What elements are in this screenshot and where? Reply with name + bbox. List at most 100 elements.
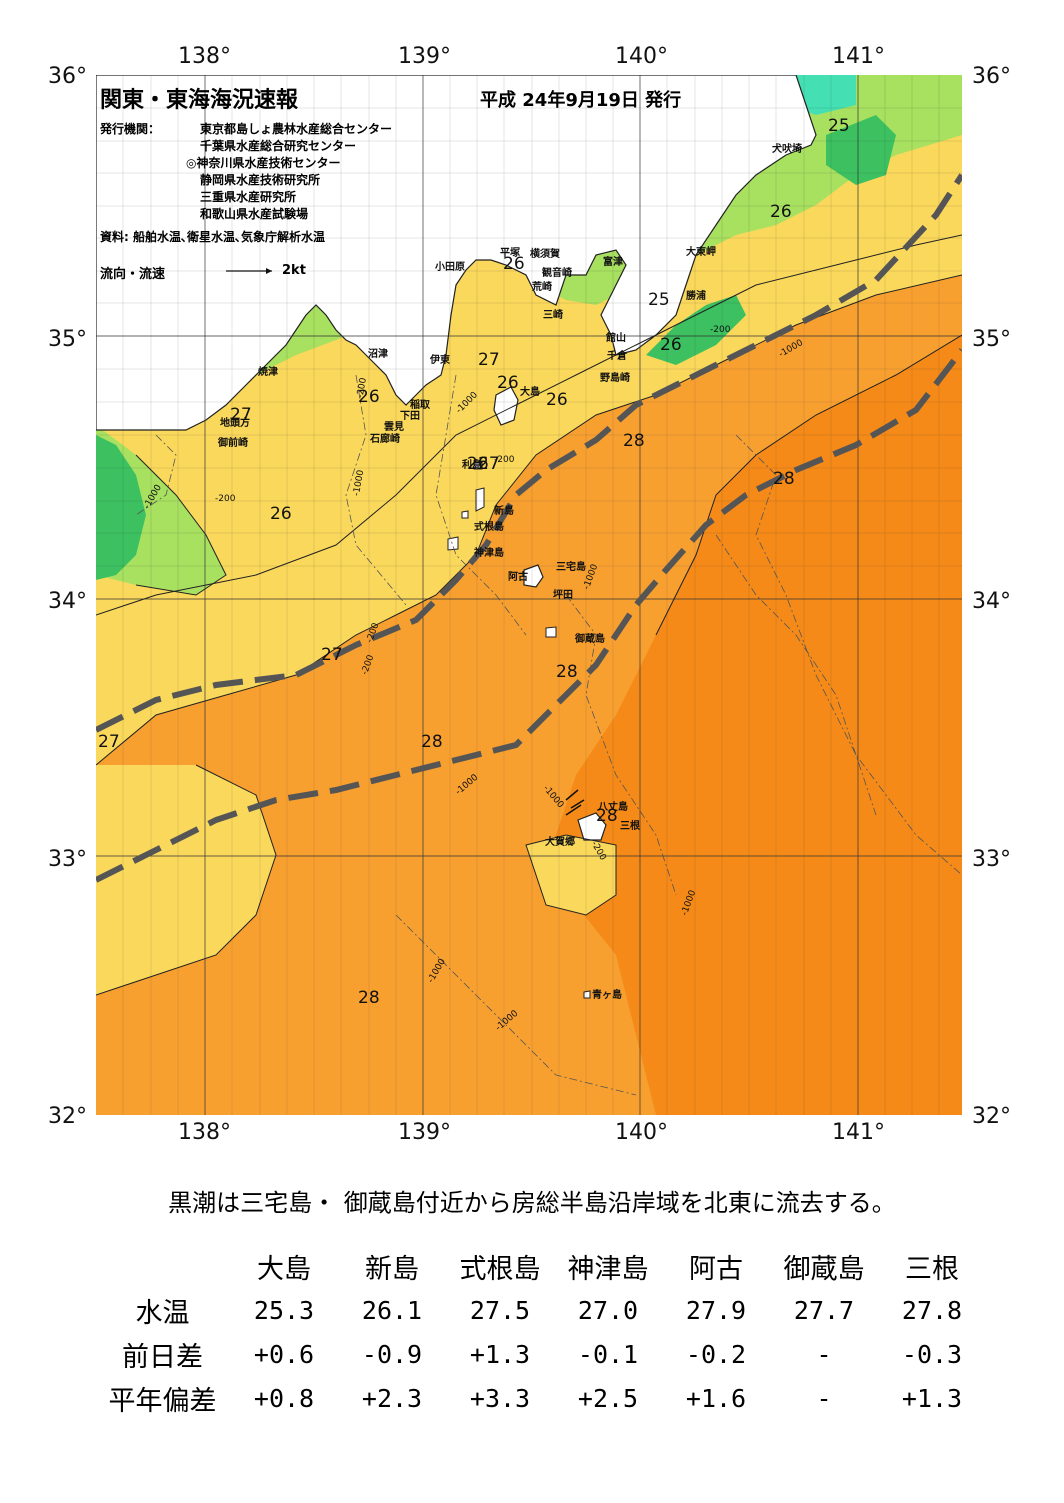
temp-label: 26 — [270, 504, 292, 524]
flow-arrows — [565, 789, 585, 816]
table-cell: +1.3 — [901, 1383, 963, 1413]
issuer-0: 東京都島しょ農林水産総合センター — [200, 122, 393, 136]
place-kannonzaki: 観音崎 — [542, 268, 572, 279]
table-cell: +0.8 — [253, 1383, 315, 1413]
zone-27-south — [96, 765, 276, 995]
sea-surface-temperature-map — [96, 75, 962, 1115]
place-tateyama: 館山 — [606, 333, 626, 344]
place-misaki: 三崎 — [543, 310, 563, 321]
kuroshio-summary: 黒潮は三宅島・ 御蔵島付近から房総半島沿岸域を北東に流去する。 — [168, 1189, 896, 1217]
place-jitogata: 地頭方 — [220, 418, 250, 429]
lon-label-top-141: 141° — [832, 44, 885, 69]
land-kozushima — [447, 536, 459, 551]
temp-label: 28 — [773, 469, 795, 489]
place-ito: 伊東 — [430, 355, 450, 366]
temp-label: 26 — [358, 387, 380, 407]
issuer-1: 千葉県水産総合研究センター — [200, 139, 357, 153]
temp-label: 27 — [98, 732, 120, 752]
zone-27-hachijo — [526, 835, 616, 915]
table-row-label: 平年偏差 — [108, 1385, 217, 1417]
temp-label: 26 — [503, 254, 525, 274]
place-omaezaki: 御前崎 — [218, 438, 248, 449]
table-header-row: 大島 新島 式根島 神津島 阿古 御蔵島 三根 — [95, 1244, 986, 1288]
table-cell: 27.5 — [469, 1295, 531, 1325]
map-minor-grid — [96, 75, 962, 1115]
place-numazu: 沼津 — [368, 349, 388, 360]
table-cell: 25.3 — [253, 1295, 315, 1325]
land-niijima — [475, 487, 485, 512]
place-futtsu: 富津 — [603, 257, 623, 268]
place-kozushima: 神津島 — [474, 548, 504, 559]
temp-label: 27 — [478, 350, 500, 370]
table-cell: -0.1 — [577, 1339, 639, 1369]
table-cell: -0.2 — [685, 1339, 747, 1369]
island-temperature-table: 大島 新島 式根島 神津島 阿古 御蔵島 三根 水温 25.3 26.1 27.… — [95, 1244, 986, 1420]
table-cell: 27.9 — [685, 1295, 747, 1325]
lon-label-top-140: 140° — [615, 44, 668, 69]
table-cell: 27.8 — [901, 1295, 963, 1325]
lat-label-left-32: 32° — [48, 1104, 87, 1129]
land-miyakejima — [523, 564, 544, 588]
place-shikinejima: 式根島 — [474, 522, 504, 533]
issuer-3: 静岡県水産技術研究所 — [200, 173, 321, 187]
issuer-label: 発行機関： — [100, 122, 161, 136]
place-tsubota: 坪田 — [553, 590, 573, 601]
table-row-label: 水温 — [135, 1297, 190, 1329]
temp-label: 26 — [660, 335, 682, 355]
place-shimoda: 下田 — [400, 411, 420, 422]
temp-label: 28 — [623, 431, 645, 451]
temp-label: 26 — [497, 373, 519, 393]
lat-label-right-32: 32° — [972, 1104, 1011, 1129]
table-cell: -0.3 — [901, 1339, 963, 1369]
place-oshima: 大島 — [520, 387, 540, 398]
place-okago: 大賀郷 — [545, 837, 575, 848]
lon-label-top-138: 138° — [178, 44, 231, 69]
lat-label-right-33: 33° — [972, 847, 1011, 872]
zone-25-west — [96, 435, 146, 580]
issuer-2: ◎神奈川県水産技術センター — [186, 156, 341, 170]
table-column-header: 新島 — [365, 1253, 419, 1285]
temp-label: 26 — [770, 202, 792, 222]
place-inubosaki: 犬吠埼 — [772, 144, 802, 155]
place-taitomisaki: 大東岬 — [686, 247, 716, 258]
place-toshima: 利島 — [462, 460, 482, 471]
temp-label: 27 — [230, 405, 252, 425]
zone-25-boso — [646, 295, 746, 365]
zone-25-choshi — [826, 115, 896, 185]
place-arasaki: 荒崎 — [532, 282, 552, 293]
table-cell: 27.0 — [577, 1295, 639, 1325]
table-column-header: 式根島 — [459, 1253, 541, 1285]
depth-label: -200 — [710, 325, 731, 335]
land-oshima — [493, 386, 519, 426]
temp-label: 25 — [648, 290, 670, 310]
lon-label-bottom-139: 139° — [398, 1120, 451, 1145]
land-aogashima — [583, 990, 591, 999]
flow-label: 流向・流速 — [100, 267, 166, 282]
place-inatori: 稲取 — [410, 400, 430, 411]
flow-scale-label: 2kt — [282, 263, 306, 278]
data-source: 資料: 船舶水温､衛星水温､気象庁解析水温 — [100, 230, 325, 244]
land-mikurajima — [545, 626, 557, 638]
table-row: 平年偏差 +0.8 +2.3 +3.3 +2.5 +1.6 - +1.3 — [95, 1376, 986, 1420]
place-mikurajima: 御蔵島 — [575, 634, 605, 645]
place-ako: 阿古 — [508, 572, 528, 583]
table-cell: +1.3 — [469, 1339, 531, 1369]
place-nojimazaki: 野島崎 — [600, 373, 630, 384]
temp-label: 25 — [828, 116, 850, 136]
table-row: 水温 25.3 26.1 27.5 27.0 27.9 27.7 27.8 — [95, 1288, 986, 1332]
issuer-5: 和歌山県水産試験場 — [200, 207, 309, 221]
temp-label: 26 — [467, 454, 489, 474]
lat-label-right-34: 34° — [972, 589, 1011, 614]
place-mitsune: 三根 — [620, 821, 640, 832]
issue-date: 平成 24年9月19日 発行 — [480, 90, 682, 111]
kuroshio-axis-north — [96, 173, 962, 733]
table-column-header: 大島 — [257, 1253, 311, 1285]
table-column-header: 三根 — [905, 1253, 959, 1285]
issuer-4: 三重県水産研究所 — [200, 190, 297, 204]
table-column-header: 阿古 — [689, 1253, 743, 1285]
table-cell: +0.6 — [253, 1339, 315, 1369]
land-honshu — [96, 75, 817, 431]
lat-label-left-35: 35° — [48, 327, 87, 352]
flow-scale-arrowhead — [266, 268, 272, 274]
place-katsuura: 勝浦 — [686, 291, 706, 302]
